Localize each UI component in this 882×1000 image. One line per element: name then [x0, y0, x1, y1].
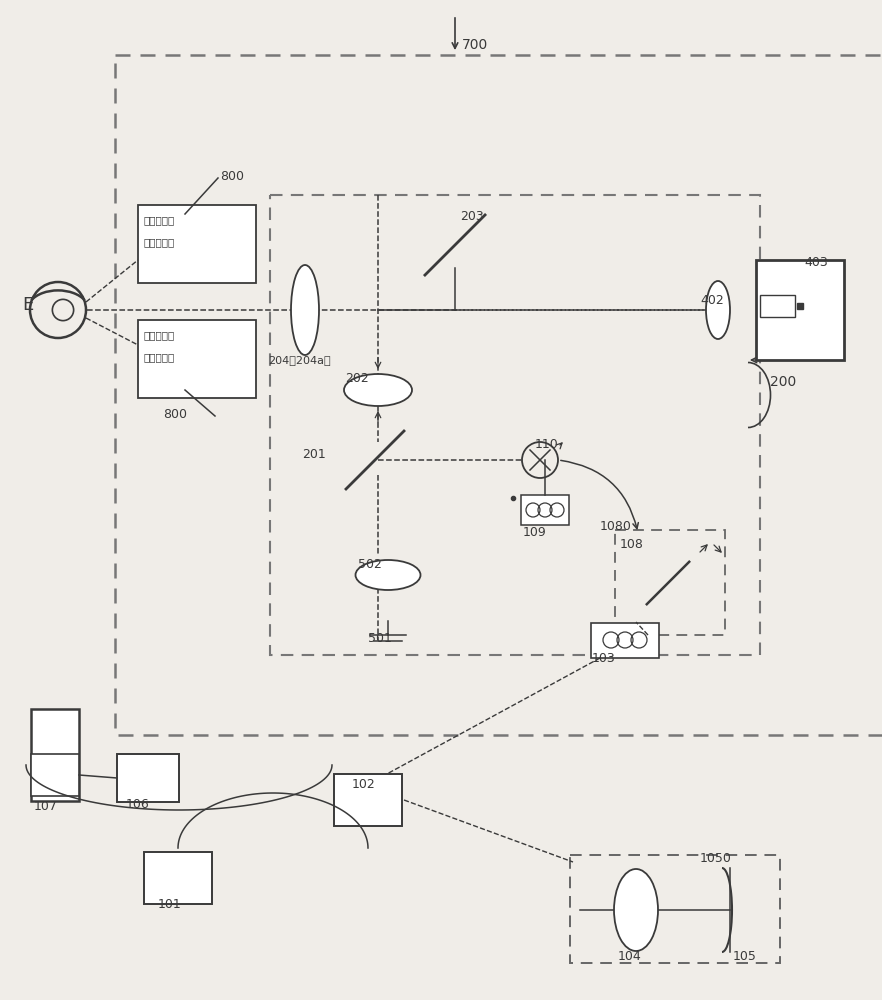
- Text: E: E: [22, 296, 34, 314]
- Text: 1080: 1080: [600, 520, 632, 533]
- Text: 置对准组件: 置对准组件: [143, 352, 175, 362]
- Ellipse shape: [355, 560, 421, 590]
- Text: 203: 203: [460, 210, 483, 223]
- Text: 1050: 1050: [700, 852, 732, 865]
- Text: 101: 101: [158, 898, 182, 911]
- Text: 102: 102: [352, 778, 376, 791]
- Text: 104: 104: [618, 950, 642, 963]
- Bar: [115, 55, 882, 735]
- Text: 700: 700: [462, 38, 489, 52]
- Bar: [117, 754, 179, 802]
- Text: 402: 402: [700, 294, 724, 307]
- Bar: [591, 623, 659, 658]
- Text: 202: 202: [345, 372, 369, 385]
- Bar: [756, 260, 844, 360]
- Text: 200: 200: [770, 375, 796, 389]
- Text: 110: 110: [535, 438, 559, 451]
- Bar: [31, 754, 79, 796]
- Text: 107: 107: [34, 800, 58, 813]
- Text: 501: 501: [368, 632, 392, 645]
- Text: 800: 800: [220, 170, 244, 183]
- Bar: [270, 195, 760, 655]
- Bar: [615, 530, 725, 635]
- Ellipse shape: [291, 265, 319, 355]
- Bar: [334, 774, 402, 826]
- Text: 角膜前后位: 角膜前后位: [143, 330, 175, 340]
- Bar: [138, 205, 256, 283]
- Text: 角膜前后位: 角膜前后位: [143, 215, 175, 225]
- Bar: [521, 495, 569, 525]
- Text: 106: 106: [126, 798, 150, 811]
- Ellipse shape: [614, 869, 658, 951]
- Bar: [31, 709, 79, 801]
- Text: 201: 201: [302, 448, 325, 461]
- Text: 置对准组件: 置对准组件: [143, 237, 175, 247]
- Text: 800: 800: [163, 408, 187, 421]
- Text: 204（204a）: 204（204a）: [268, 355, 331, 365]
- Bar: [138, 320, 256, 398]
- Bar: [760, 295, 795, 317]
- Ellipse shape: [706, 281, 730, 339]
- Text: 109: 109: [523, 526, 547, 539]
- Bar: [144, 852, 212, 904]
- Bar: [570, 855, 780, 963]
- Text: 108: 108: [620, 538, 644, 551]
- Ellipse shape: [344, 374, 412, 406]
- Text: 403: 403: [804, 256, 827, 269]
- Text: 103: 103: [592, 652, 616, 665]
- Text: 502: 502: [358, 558, 382, 571]
- Text: 105: 105: [733, 950, 757, 963]
